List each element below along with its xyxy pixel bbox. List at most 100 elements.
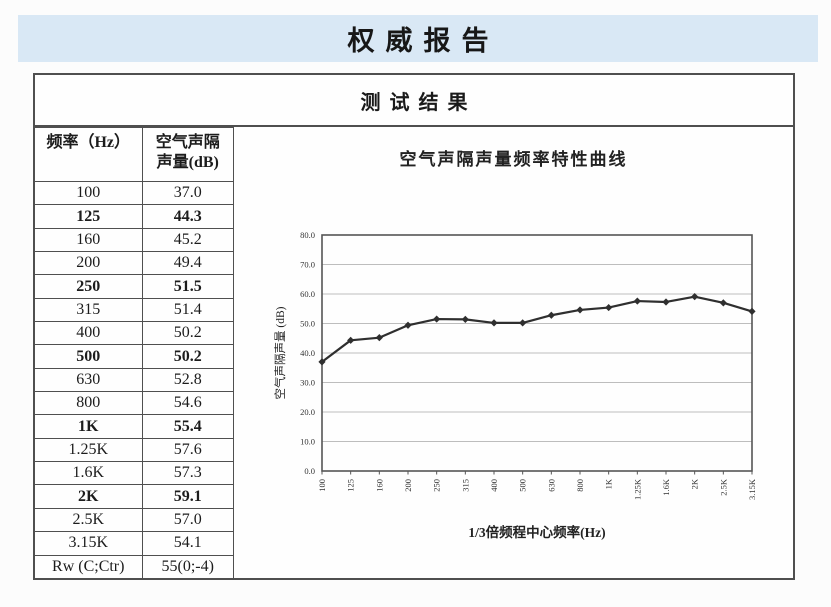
- data-point-marker: [633, 297, 641, 305]
- y-axis-title: 空气声隔声量 (dB): [273, 306, 287, 399]
- table-row: 160 45.2: [35, 227, 234, 253]
- y-tick-label: 10.0: [300, 437, 315, 447]
- report-box: 测试结果 频率（Hz） 空气声隔 声量(dB) 100 37.0 125 44.3 16…: [33, 73, 795, 580]
- frequency-cell: 3.15K: [35, 531, 143, 556]
- chart-title: 空气声隔声量频率特性曲线: [399, 150, 628, 169]
- table-row: 500 50.2: [35, 344, 234, 369]
- x-tick-label: 1.25K: [632, 478, 642, 500]
- table-row: 100 37.0: [35, 180, 234, 206]
- insulation-value-cell: 54.6: [141, 391, 234, 416]
- x-tick-label: 1.6K: [661, 478, 671, 496]
- col-header-frequency: 频率（Hz）: [35, 127, 143, 182]
- table-row: 250 51.5: [35, 274, 234, 299]
- report-content: 频率（Hz） 空气声隔 声量(dB) 100 37.0 125 44.3 160 45.2…: [35, 127, 793, 578]
- table-row: 2K 59.1: [35, 484, 234, 509]
- insulation-value-cell: 57.6: [141, 437, 234, 463]
- data-point-marker: [347, 336, 355, 344]
- y-tick-label: 30.0: [300, 378, 315, 388]
- x-axis-title: 1/3倍频程中心频率(Hz): [468, 524, 605, 540]
- frequency-cell: 630: [35, 367, 143, 393]
- insulation-value-cell: 45.2: [141, 227, 234, 253]
- insulation-value-cell: 51.4: [141, 297, 234, 323]
- x-tick-label: 800: [575, 479, 585, 492]
- frequency-cell: 1.6K: [35, 461, 143, 486]
- insulation-value-cell: 51.5: [141, 274, 234, 299]
- data-point-marker: [691, 293, 699, 301]
- frequency-cell: 250: [35, 274, 143, 299]
- x-tick-label: 125: [346, 479, 356, 492]
- table-header-row: 频率（Hz） 空气声隔 声量(dB): [35, 127, 234, 182]
- data-point-marker: [547, 311, 555, 319]
- insulation-value-cell: 37.0: [141, 180, 234, 206]
- table-row: Rw (C;Ctr) 55(0;-4): [35, 554, 234, 578]
- plot-border: [321, 234, 753, 472]
- frequency-cell: Rw (C;Ctr): [35, 554, 143, 578]
- insulation-value-cell: 59.1: [141, 484, 234, 509]
- x-tick-label: 160: [374, 479, 384, 492]
- data-point-marker: [318, 358, 326, 366]
- data-point-marker: [605, 303, 613, 312]
- table-row: 200 49.4: [35, 251, 234, 276]
- col-header-insulation: 空气声隔 声量(dB): [141, 127, 234, 182]
- frequency-cell: 125: [35, 204, 143, 229]
- insulation-value-cell: 50.2: [141, 321, 234, 346]
- x-tick-label: 3.15K: [747, 478, 757, 500]
- table-row: 2.5K 57.0: [35, 507, 234, 533]
- frequency-cell: 1.25K: [35, 437, 143, 463]
- data-point-marker: [519, 319, 527, 327]
- y-tick-label: 50.0: [300, 319, 315, 329]
- data-point-marker: [719, 299, 727, 307]
- table-row: 630 52.8: [35, 367, 234, 393]
- x-tick-label: 500: [518, 479, 528, 492]
- y-tick-label: 40.0: [300, 348, 315, 358]
- table-row: 315 51.4: [35, 297, 234, 323]
- frequency-cell: 2.5K: [35, 507, 143, 533]
- table-row: 1.25K 57.6: [35, 437, 234, 463]
- banner-title: 权威报告: [347, 26, 500, 56]
- frequency-cell: 400: [35, 321, 143, 346]
- frequency-cell: 500: [35, 344, 143, 369]
- table-row: 3.15K 54.1: [35, 531, 234, 556]
- x-tick-label: 100: [317, 479, 327, 492]
- y-tick-label: 20.0: [300, 407, 315, 417]
- frequency-cell: 160: [35, 227, 143, 253]
- insulation-value-cell: 49.4: [141, 251, 234, 276]
- frequency-cell: 315: [35, 297, 143, 323]
- insulation-value-cell: 54.1: [141, 531, 234, 556]
- table-row: 1K 55.4: [35, 414, 234, 439]
- x-tick-label: 315: [460, 479, 470, 492]
- x-tick-label: 630: [546, 479, 556, 492]
- y-tick-label: 60.0: [300, 289, 315, 299]
- table-row: 400 50.2: [35, 321, 234, 346]
- x-tick-label: 200: [403, 479, 413, 492]
- chart-area: 空气声隔声量频率特性曲线 0.0 10.0 20.0 30.0 40.0 50.0 60.0…: [234, 127, 793, 578]
- table-row: 800 54.6: [35, 391, 234, 416]
- data-point-marker: [662, 298, 670, 306]
- banner: 权威报告: [18, 15, 818, 62]
- line-chart: 0.0 10.0 20.0 30.0 40.0 50.0 60.0 70.0 80.0 100 12…: [273, 230, 757, 540]
- x-tick-label: 2K: [690, 478, 700, 489]
- section-header: 测试结果: [35, 75, 793, 127]
- insulation-value-cell: 55(0;-4): [141, 554, 234, 578]
- section-title: 测试结果: [360, 91, 477, 114]
- x-tick-label: 400: [489, 479, 499, 492]
- y-tick-label: 0.0: [304, 466, 315, 476]
- insulation-value-cell: 57.3: [141, 461, 234, 486]
- table-row: 1.6K 57.3: [35, 461, 234, 486]
- frequency-cell: 100: [35, 180, 143, 206]
- insulation-value-cell: 50.2: [141, 344, 234, 369]
- x-tick-label: 1K: [604, 478, 614, 489]
- insulation-value-cell: 44.3: [141, 204, 234, 229]
- data-point-marker: [375, 334, 383, 342]
- frequency-cell: 2K: [35, 484, 143, 509]
- data-point-marker: [433, 315, 441, 323]
- data-point-marker: [404, 321, 412, 329]
- x-tick-label: 250: [432, 479, 442, 492]
- results-table: 频率（Hz） 空气声隔 声量(dB) 100 37.0 125 44.3 160 45.2…: [35, 127, 234, 578]
- insulation-value-cell: 52.8: [141, 367, 234, 393]
- frequency-cell: 1K: [35, 414, 143, 439]
- data-point-marker: [461, 315, 469, 323]
- frequency-cell: 200: [35, 251, 143, 276]
- y-tick-label: 70.0: [300, 260, 315, 270]
- table-row: 125 44.3: [35, 204, 234, 229]
